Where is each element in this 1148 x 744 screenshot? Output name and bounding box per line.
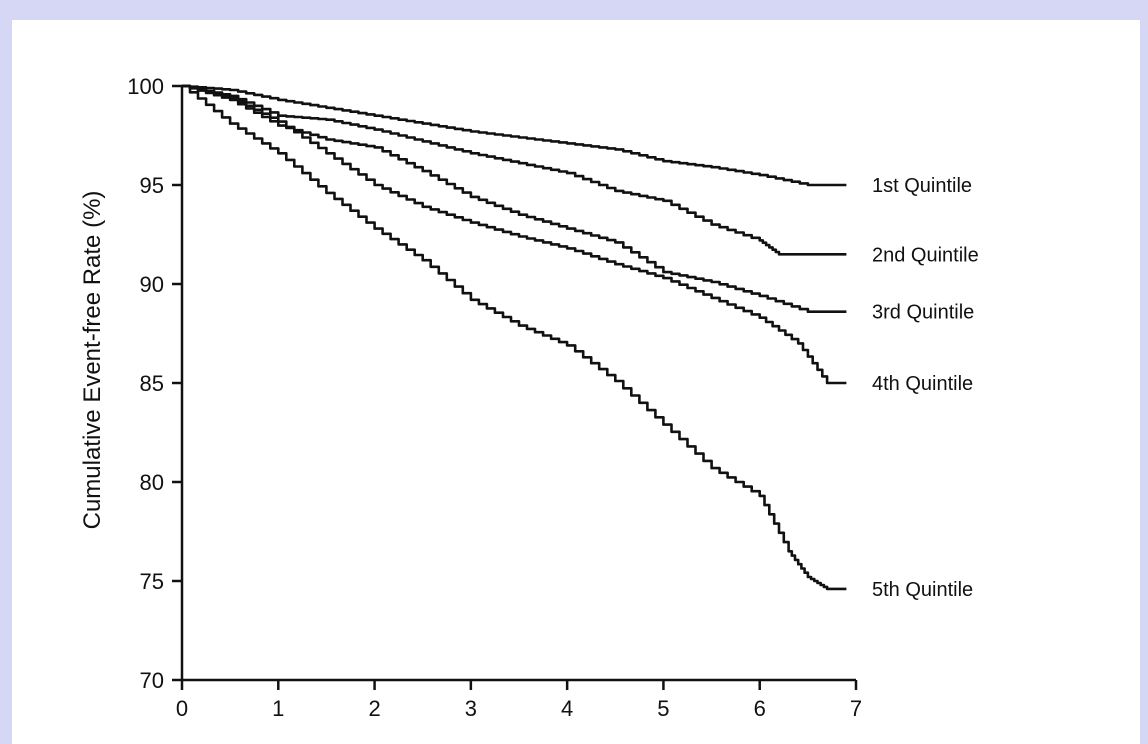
x-tick-label: 2: [368, 696, 380, 721]
y-axis-label: Cumulative Event-free Rate (%): [79, 191, 106, 530]
series-line-1: [182, 84, 847, 187]
y-tick-label: 85: [140, 371, 164, 396]
y-tick-label: 100: [127, 74, 164, 99]
series-line-5: [182, 84, 847, 591]
x-tick-label: 1: [272, 696, 284, 721]
series-label-5: 5th Quintile: [872, 579, 973, 601]
y-tick-label: 90: [140, 272, 164, 297]
y-tick-label: 70: [140, 668, 164, 693]
chart-panel: [12, 20, 1140, 744]
series-line-2: [182, 84, 847, 256]
series-line-4: [182, 84, 847, 385]
series-label-3: 3rd Quintile: [872, 302, 974, 324]
x-tick-label: 0: [176, 696, 188, 721]
chart-labels: 1st Quintile 2nd Quintile 3rd Quintile 4th …: [872, 175, 979, 601]
x-tick-label: 6: [754, 696, 766, 721]
chart-series: [182, 84, 847, 591]
x-tick-label: 3: [465, 696, 477, 721]
y-tick-label: 80: [140, 470, 164, 495]
x-tick-label: 5: [657, 696, 669, 721]
x-tick-label: 4: [561, 696, 573, 721]
series-label-1: 1st Quintile: [872, 175, 972, 197]
y-tick-label: 95: [140, 173, 164, 198]
y-tick-label: 75: [140, 569, 164, 594]
series-line-3: [182, 84, 847, 313]
x-tick-label: 7: [850, 696, 862, 721]
series-label-2: 2nd Quintile: [872, 244, 979, 266]
chart-axes: 70 75 80 85 90 95 100 0 1 2 3 4 5 6 7: [127, 74, 862, 721]
series-label-4: 4th Quintile: [872, 373, 973, 395]
